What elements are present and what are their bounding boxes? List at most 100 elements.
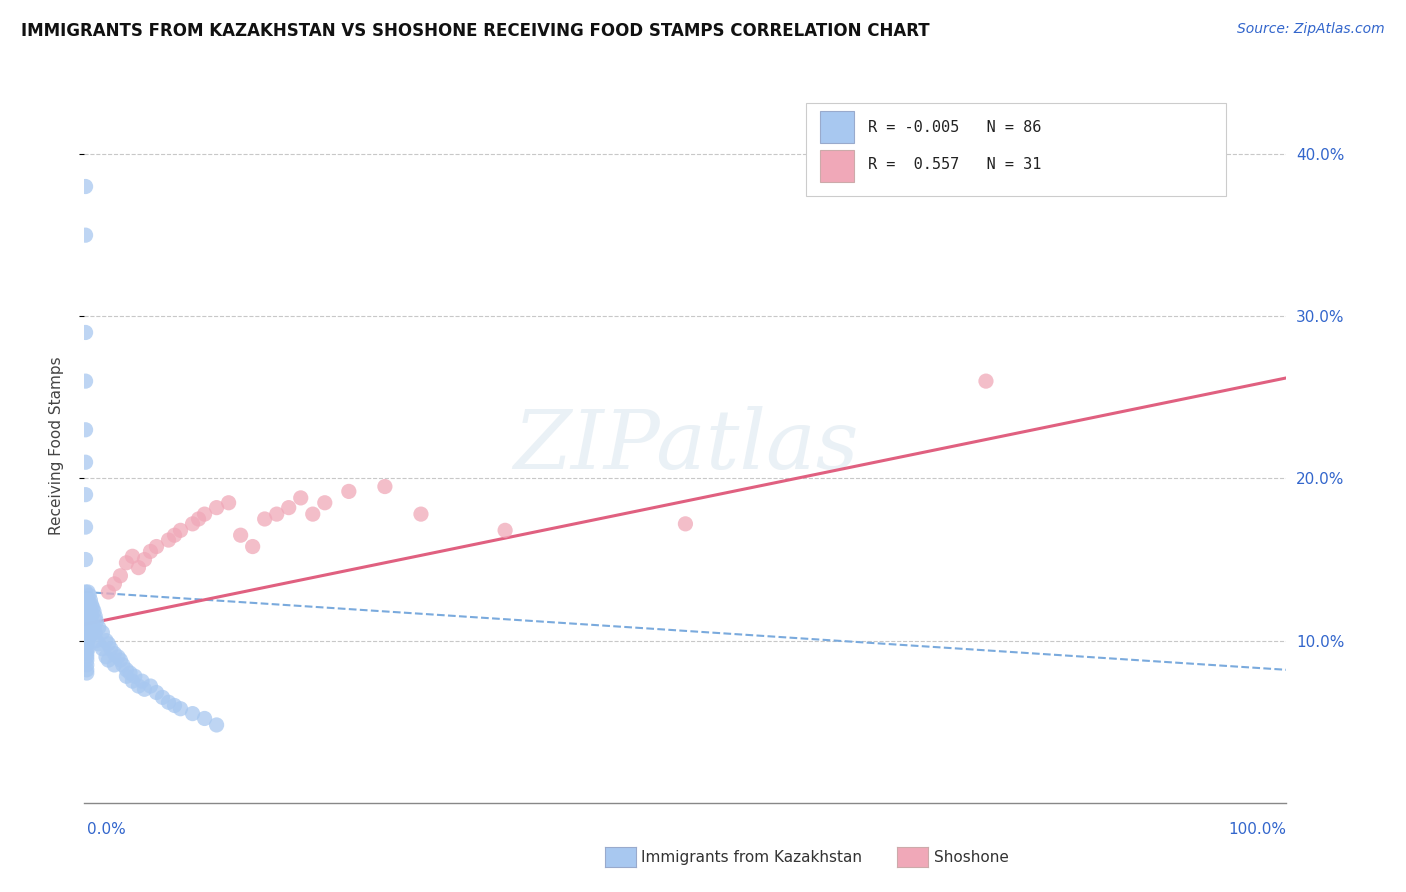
Point [79, 625, 101, 640]
Point [83, 604, 105, 618]
Point [76, 617, 98, 632]
Point [94, 633, 117, 648]
Point [163, 698, 186, 713]
Point [86, 614, 108, 628]
Point [118, 666, 141, 681]
Point [337, 484, 360, 499]
Point [100, 641, 122, 656]
Point [76, 633, 98, 648]
Point [290, 491, 312, 505]
Point [75, 552, 97, 566]
Text: Immigrants from Kazakhstan: Immigrants from Kazakhstan [641, 850, 862, 864]
Text: 0.0%: 0.0% [87, 822, 127, 837]
Point [84, 609, 107, 624]
Point [107, 649, 129, 664]
Point [76, 621, 98, 635]
Point [76, 631, 98, 645]
Point [75, 488, 97, 502]
Point [121, 549, 143, 564]
Point [181, 706, 204, 721]
Point [277, 500, 299, 515]
Point [205, 718, 228, 732]
FancyBboxPatch shape [820, 150, 853, 182]
Point [82, 601, 104, 615]
Point [121, 674, 143, 689]
Point [91, 625, 114, 640]
Point [169, 702, 191, 716]
Point [139, 679, 162, 693]
Point [242, 540, 264, 554]
Point [77, 598, 100, 612]
Point [157, 533, 180, 547]
FancyBboxPatch shape [820, 111, 853, 143]
Point [75, 228, 97, 243]
Point [103, 577, 125, 591]
Point [75, 326, 97, 340]
Point [152, 690, 174, 705]
Point [77, 625, 100, 640]
Point [218, 496, 240, 510]
Point [94, 649, 117, 664]
Point [115, 663, 138, 677]
Point [76, 653, 98, 667]
Point [77, 614, 100, 628]
Point [77, 609, 100, 624]
Point [82, 617, 104, 632]
Point [79, 614, 101, 628]
Point [124, 669, 146, 683]
FancyBboxPatch shape [806, 103, 1226, 196]
Point [194, 507, 217, 521]
Point [77, 598, 100, 612]
Point [79, 604, 101, 618]
Point [76, 641, 98, 656]
Point [84, 625, 107, 640]
Point [91, 641, 114, 656]
Point [77, 588, 100, 602]
Text: R = -0.005   N = 86: R = -0.005 N = 86 [868, 120, 1042, 135]
Point [80, 609, 103, 624]
Point [194, 711, 217, 725]
Point [75, 423, 97, 437]
Point [75, 455, 97, 469]
Point [169, 524, 191, 538]
Point [76, 625, 98, 640]
Point [97, 637, 120, 651]
Point [229, 528, 252, 542]
Point [77, 621, 100, 635]
Point [76, 666, 98, 681]
Point [77, 604, 100, 618]
Point [76, 649, 98, 664]
Point [103, 647, 125, 661]
Point [157, 695, 180, 709]
Point [75, 585, 97, 599]
Point [77, 614, 100, 628]
Text: Source: ZipAtlas.com: Source: ZipAtlas.com [1237, 22, 1385, 37]
Point [76, 663, 98, 677]
Point [974, 374, 997, 388]
Point [266, 507, 288, 521]
Text: 100.0%: 100.0% [1229, 822, 1286, 837]
Point [145, 685, 167, 699]
Point [127, 560, 149, 574]
Point [80, 598, 103, 612]
Point [139, 544, 162, 558]
Point [187, 512, 209, 526]
Point [409, 507, 432, 521]
Point [76, 637, 98, 651]
Point [76, 647, 98, 661]
Point [111, 657, 134, 672]
Point [110, 653, 132, 667]
Point [75, 179, 97, 194]
Point [145, 540, 167, 554]
Point [83, 621, 105, 635]
Text: ZIPatlas: ZIPatlas [513, 406, 858, 486]
Point [77, 585, 100, 599]
Point [77, 593, 100, 607]
Point [76, 657, 98, 672]
Point [77, 621, 100, 635]
Point [77, 631, 100, 645]
Point [76, 609, 98, 624]
Point [127, 679, 149, 693]
Point [205, 500, 228, 515]
Point [97, 653, 120, 667]
